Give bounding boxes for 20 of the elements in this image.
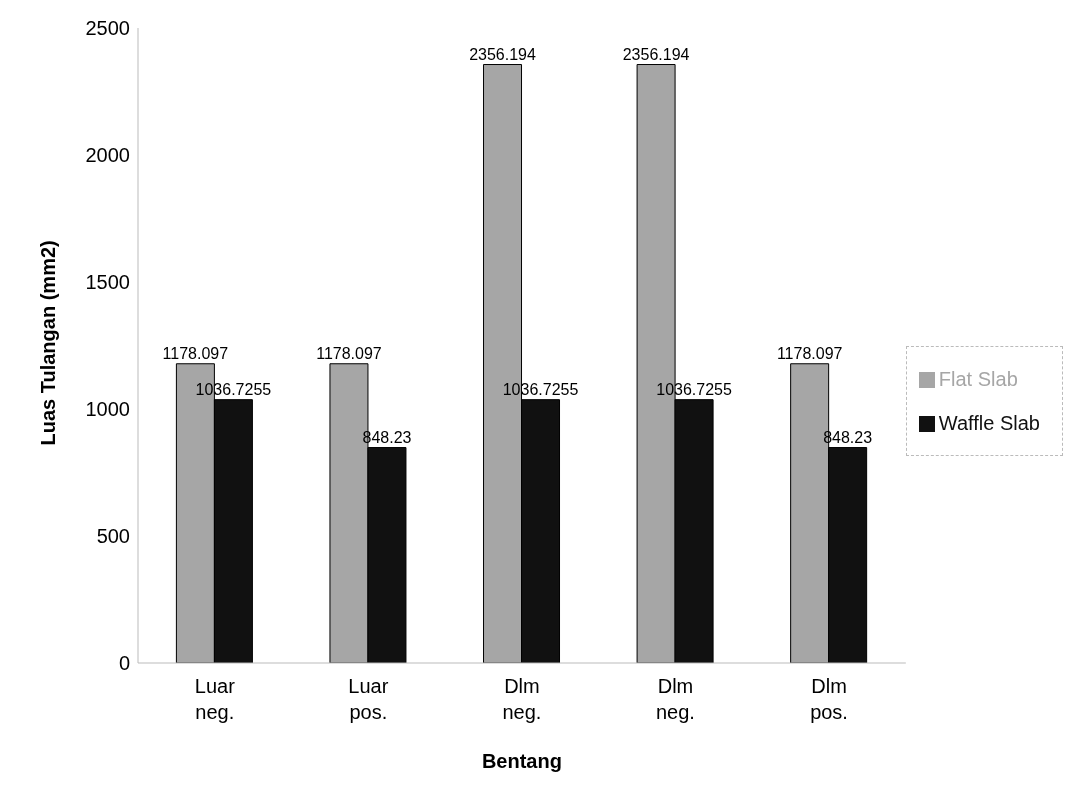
y-tick-label: 1500 — [85, 271, 130, 294]
y-tick-label: 1000 — [85, 398, 130, 421]
y-tick-label: 500 — [96, 525, 130, 548]
legend-label: Waffle Slab — [938, 411, 1040, 434]
data-label: 1178.097 — [776, 344, 843, 362]
data-label: 2356.194 — [469, 45, 536, 63]
x-tick-label: Dlm neg. — [502, 675, 542, 723]
data-label: 1178.097 — [316, 344, 382, 362]
legend-label: Flat Slab — [938, 367, 1018, 390]
y-tick-label: 0 — [118, 652, 130, 675]
data-label: 1178.097 — [162, 344, 229, 362]
x-tick-label: Luar neg. — [194, 675, 236, 723]
x-tick-label: Luar pos. — [348, 675, 389, 723]
y-tick-label: 2500 — [85, 17, 130, 40]
y-tick-label: 2000 — [85, 144, 130, 167]
data-label: 2356.194 — [622, 45, 690, 63]
x-tick-label: Dlm neg. — [656, 675, 695, 723]
x-axis-title: Bentang — [481, 750, 562, 772]
x-tick-label: Dlm pos. — [810, 675, 848, 723]
y-axis-title: Luas Tulangan (mm2) — [37, 240, 60, 446]
